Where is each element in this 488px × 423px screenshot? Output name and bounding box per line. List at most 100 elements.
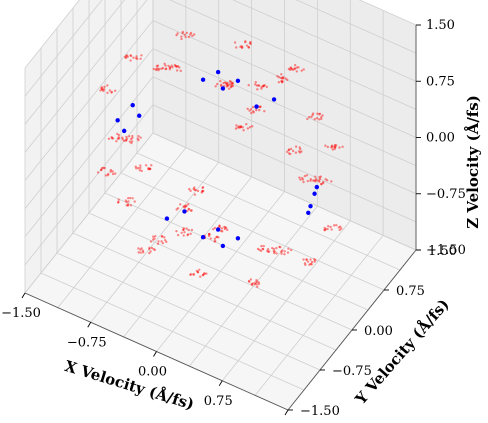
red-scatter-point xyxy=(321,181,325,185)
red-scatter-point xyxy=(113,172,117,175)
grid-line xyxy=(136,152,401,271)
red-scatter-point xyxy=(186,233,190,236)
red-scatter-point xyxy=(171,66,174,69)
red-scatter-point xyxy=(281,77,285,80)
red-scatter-point xyxy=(136,57,139,61)
red-scatter-point xyxy=(189,31,193,35)
red-scatter-point xyxy=(125,139,128,142)
red-scatter-point xyxy=(148,251,151,255)
red-scatter-point xyxy=(203,272,206,275)
red-scatter-point xyxy=(155,67,158,71)
red-scatter-point xyxy=(273,250,276,253)
red-scatter-point xyxy=(163,238,167,242)
blue-scatter-point xyxy=(254,104,259,109)
red-scatter-point xyxy=(231,82,235,85)
red-scatter-point xyxy=(111,137,115,140)
red-scatter-point xyxy=(193,186,196,189)
red-scatter-point xyxy=(287,148,291,151)
red-scatter-point xyxy=(321,114,324,117)
red-scatter-point xyxy=(188,187,191,191)
red-scatter-point xyxy=(305,258,308,261)
red-scatter-point xyxy=(248,126,252,129)
red-scatter-point xyxy=(260,87,263,90)
red-scatter-point xyxy=(126,203,130,206)
red-scatter-point xyxy=(156,67,159,70)
red-scatter-point xyxy=(161,235,164,238)
red-scatter-point xyxy=(305,258,308,261)
red-scatter-point xyxy=(278,245,281,249)
red-scatter-point xyxy=(266,248,270,251)
red-scatter-point xyxy=(247,279,251,283)
red-scatter-point xyxy=(311,113,314,117)
grid-line xyxy=(221,220,351,381)
red-scatter-point xyxy=(230,84,233,87)
red-scatter-point xyxy=(127,200,130,203)
red-scatter-point xyxy=(266,249,269,253)
red-scatter-point xyxy=(116,132,119,136)
red-scatter-point xyxy=(287,152,291,155)
red-scatter-point xyxy=(111,170,114,173)
red-scatter-point xyxy=(102,166,105,170)
red-scatter-point xyxy=(137,138,140,142)
red-scatter-point xyxy=(183,206,187,209)
red-scatter-point xyxy=(185,31,188,35)
red-scatter-point xyxy=(330,146,333,149)
red-scatter-point xyxy=(275,252,278,255)
blue-scatter-point xyxy=(130,103,135,108)
red-scatter-point xyxy=(107,172,110,176)
red-scatter-point xyxy=(261,247,265,251)
red-scatter-point xyxy=(251,110,255,113)
red-scatter-point xyxy=(292,68,295,71)
red-scatter-point xyxy=(294,151,298,154)
red-scatter-point xyxy=(224,226,228,230)
red-scatter-point xyxy=(318,180,321,183)
blue-scatter-point xyxy=(137,113,142,118)
red-scatter-point xyxy=(281,77,284,80)
grid-line xyxy=(104,192,369,311)
red-scatter-point xyxy=(113,89,117,93)
x-tick-mark xyxy=(218,380,223,386)
red-scatter-point xyxy=(287,67,291,71)
red-scatter-point xyxy=(176,233,180,237)
tick-labels: −1.50 −0.75 0.00 0.75 1.50 1.50 0.75 0.00 −0.75 −… xyxy=(1,18,466,419)
red-scatter-point xyxy=(320,182,323,186)
red-scatter-point xyxy=(330,144,334,147)
red-scatter-point xyxy=(330,228,333,231)
red-scatter-point xyxy=(132,56,135,59)
red-scatter-point xyxy=(102,89,105,93)
red-scatter-point xyxy=(277,81,281,84)
red-scatter-point xyxy=(291,149,295,153)
grid-line xyxy=(189,205,318,367)
red-scatter-point xyxy=(148,167,151,171)
red-scatter-point xyxy=(135,167,138,170)
red-scatter-point xyxy=(152,235,155,238)
red-scatter-point xyxy=(332,224,336,227)
red-scatter-point xyxy=(196,189,200,193)
red-scatter-point xyxy=(96,171,100,174)
red-scatter-point xyxy=(276,75,279,78)
red-scatter-point xyxy=(313,257,316,261)
red-scatter-point xyxy=(111,172,115,176)
red-scatter-point xyxy=(147,168,150,171)
red-scatter-point xyxy=(110,137,114,140)
red-scatter-point xyxy=(280,80,284,83)
red-scatter-point xyxy=(189,209,193,212)
red-scatter-point xyxy=(157,240,160,243)
red-scatter-point xyxy=(137,251,140,254)
red-scatter-point xyxy=(220,83,223,87)
red-scatter-point xyxy=(261,247,264,251)
red-scatter-point xyxy=(117,200,120,204)
red-scatter-point xyxy=(164,67,168,71)
red-scatter-point xyxy=(289,147,293,151)
red-scatter-point xyxy=(129,137,133,141)
red-scatter-point xyxy=(125,204,128,207)
red-scatter-point xyxy=(153,248,157,252)
red-scatter-point xyxy=(137,134,140,138)
red-scatter-point xyxy=(198,268,201,272)
red-scatter-point xyxy=(255,108,258,112)
red-scatter-point xyxy=(130,140,134,143)
red-scatter-point xyxy=(237,125,241,128)
red-scatter-point xyxy=(228,80,232,83)
red-scatter-point xyxy=(242,129,245,132)
red-scatter-point xyxy=(152,67,155,71)
